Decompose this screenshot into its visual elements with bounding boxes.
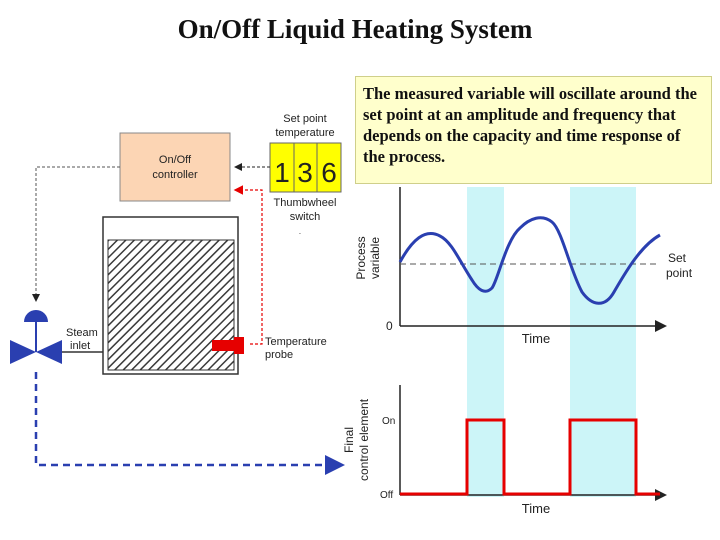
top-chart-ylabel-1: Process [354,236,368,279]
final-control-element-signal [400,418,660,496]
probe-signal-line [233,185,263,345]
top-chart-origin-label: 0 [386,319,393,333]
controller-label-line1: On/Off [159,154,192,166]
off-level-label: Off [380,490,393,501]
setpoint-label-1: Set [668,251,687,265]
on-interval-1 [467,187,504,497]
temperature-probe [212,340,242,351]
controller-label-line2: controller [152,169,198,181]
steam-inlet-label-2: inlet [70,340,90,352]
thumbwheel-digit-1: 1 [274,157,290,188]
bottom-chart-ylabel-1: Final [342,427,356,453]
diagram-title: On/Off Liquid Heating System [177,14,533,44]
setpoint-label-2: point [666,266,693,280]
steam-valve-icon [10,310,62,364]
svg-text:·: · [299,229,302,238]
setpoint-temperature-label-2: temperature [275,127,334,139]
thumbwheel-digit-2: 3 [297,157,313,188]
top-chart-xlabel: Time [522,331,550,346]
controller-box [119,132,231,202]
setpoint-temperature-label-1: Set point [283,113,326,125]
explanation-box: The measured variable will oscillate aro… [355,76,712,184]
controller-output-line [32,166,120,302]
bottom-chart-ylabel-2: control element [357,398,371,481]
process-variable-curve [398,216,661,305]
top-chart-ylabel-2: variable [368,237,382,279]
on-interval-2 [570,187,636,497]
thumbwheel-switch-label-2: switch [290,211,321,223]
bottom-chart-xlabel: Time [522,501,550,516]
temperature-probe-label-2: probe [265,349,293,361]
on-level-label: On [382,416,395,427]
temperature-probe-label-1: Temperature [265,336,327,348]
thumbwheel-digit-3: 6 [321,157,337,188]
thumbwheel-switch [269,142,342,193]
steam-inlet-label-1: Steam [66,327,98,339]
thumbwheel-switch-label-1: Thumbwheel [274,197,337,209]
valve-signal-line [34,372,345,475]
